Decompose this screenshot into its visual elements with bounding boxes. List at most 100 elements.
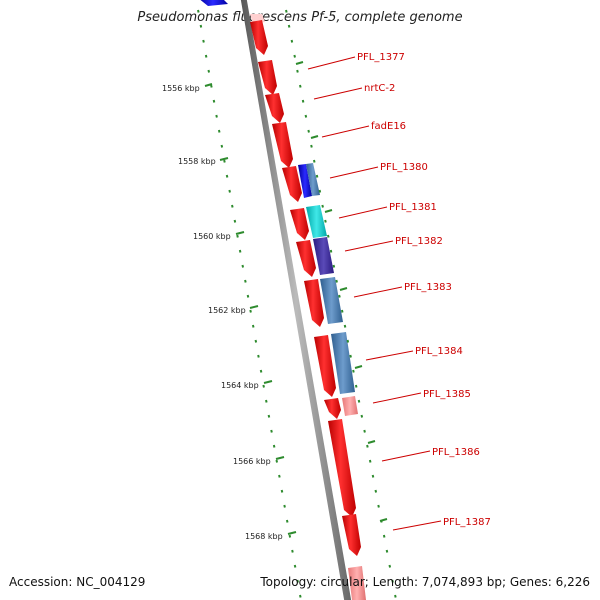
scale-dot	[290, 39, 294, 43]
gene-label-pfl-1384[interactable]: PFL_1384	[415, 346, 463, 357]
scale-dot	[382, 534, 386, 538]
gene-label-pfl-1377[interactable]: PFL_1377	[357, 52, 405, 63]
kbp-tick	[204, 83, 213, 87]
gene-arrow[interactable]	[272, 122, 293, 168]
scale-dot	[217, 129, 221, 133]
scale-dot	[371, 474, 375, 478]
kbp-tick	[287, 531, 297, 535]
gene-arrow[interactable]	[328, 419, 356, 517]
kbp-label: 1566 kbp	[233, 457, 271, 466]
scale-dot	[238, 249, 242, 253]
scale-dot	[363, 429, 366, 433]
label-leader	[353, 286, 403, 298]
gene-arrow[interactable]	[250, 20, 268, 55]
gene-arrow[interactable]	[265, 93, 284, 123]
gene-feature[interactable]	[306, 163, 320, 196]
scale-dot	[304, 114, 308, 118]
scale-dot	[285, 519, 289, 523]
scale-dot	[231, 204, 234, 208]
scale-dot	[259, 369, 263, 373]
gene-arrow[interactable]	[348, 566, 366, 600]
gene-label-fade16[interactable]: fadE16	[371, 121, 406, 132]
gene-label-pfl-1382[interactable]: PFL_1382	[395, 236, 443, 247]
scale-dot	[283, 504, 286, 508]
gene-label-pfl-1385[interactable]: PFL_1385	[423, 389, 471, 400]
scale-dot	[204, 54, 208, 58]
label-leader	[321, 125, 370, 138]
gene-arrow[interactable]	[296, 240, 316, 277]
scale-dot	[257, 354, 260, 358]
scale-dot	[385, 549, 389, 553]
gene-arrow[interactable]	[304, 279, 324, 327]
scale-dot	[285, 9, 288, 13]
scale-dot	[299, 84, 302, 88]
scale-dot	[332, 264, 336, 268]
outer-ticks	[295, 61, 388, 522]
scale-dot	[299, 594, 302, 598]
scale-dot	[293, 54, 296, 58]
scale-dot	[236, 234, 239, 238]
scale-dot	[312, 159, 316, 163]
scale-dot	[270, 429, 273, 433]
gene-arrow[interactable]	[258, 60, 277, 95]
gene-feature[interactable]	[313, 237, 334, 275]
forward-strand-genes	[250, 20, 366, 600]
kbp-label: 1564 kbp	[221, 381, 259, 390]
scale-dot	[267, 414, 271, 418]
gene-arrow[interactable]	[342, 514, 361, 556]
genome-backbone	[240, 0, 352, 600]
scale-dot	[326, 234, 330, 238]
gene-label-pfl-1387[interactable]: PFL_1387	[443, 517, 491, 528]
scale-dot	[246, 294, 250, 298]
scale-dot	[210, 84, 213, 88]
scale-dot	[394, 594, 397, 598]
gene-feature[interactable]	[306, 205, 327, 238]
kbp-label: 1558 kbp	[178, 157, 216, 166]
scale-dot	[207, 69, 211, 73]
label-leader	[338, 206, 388, 219]
scale-dot	[293, 564, 297, 568]
scale-dot	[244, 279, 247, 283]
scale-dot	[321, 204, 324, 208]
kbp-label: 1556 kbp	[162, 84, 200, 93]
outer-features	[298, 163, 358, 416]
scale-dot	[391, 579, 394, 583]
gene-arrow[interactable]	[290, 208, 309, 240]
label-leader	[392, 520, 442, 531]
gene-feature[interactable]	[342, 396, 358, 416]
scale-dot	[368, 459, 372, 463]
scale-dot	[357, 399, 361, 403]
gene-feature[interactable]	[331, 332, 355, 394]
gene-arrow[interactable]	[314, 335, 336, 397]
gene-feature[interactable]	[298, 164, 312, 198]
scale-dot	[335, 279, 338, 283]
scale-dot	[287, 24, 291, 28]
kbp-axis: 1556 kbp 1558 kbp 1560 kbp 1562 kbp 1564…	[162, 83, 297, 541]
label-leader	[365, 350, 414, 361]
scale-dot	[254, 339, 258, 343]
gene-label-pfl-1383[interactable]: PFL_1383	[404, 282, 452, 293]
scale-dot	[241, 264, 245, 268]
scale-dot	[301, 99, 305, 103]
scale-dot	[278, 474, 281, 478]
gene-label-pfl-1386[interactable]: PFL_1386	[432, 447, 480, 458]
gene-labels: PFL_1377 nrtC-2 fadE16 PFL_1380 PFL_1381…	[307, 52, 491, 531]
gene-feature-partial[interactable]	[198, 0, 228, 6]
gene-label-nrtc-2[interactable]: nrtC-2	[364, 83, 395, 94]
scale-dot	[212, 99, 216, 103]
scale-dot	[228, 189, 231, 193]
gene-feature[interactable]	[320, 277, 343, 324]
gene-label-pfl-1381[interactable]: PFL_1381	[389, 202, 437, 213]
scale-dot	[377, 504, 380, 508]
gene-label-pfl-1380[interactable]: PFL_1380	[380, 162, 428, 173]
scale-dot	[318, 189, 322, 193]
scale-dot	[374, 489, 378, 493]
scale-dot	[262, 384, 265, 388]
gene-arrow[interactable]	[282, 166, 302, 202]
gene-arrow[interactable]	[324, 398, 341, 419]
label-leader	[372, 392, 422, 404]
label-leader	[344, 240, 394, 252]
label-leader	[307, 56, 356, 70]
scale-dot	[366, 444, 369, 448]
